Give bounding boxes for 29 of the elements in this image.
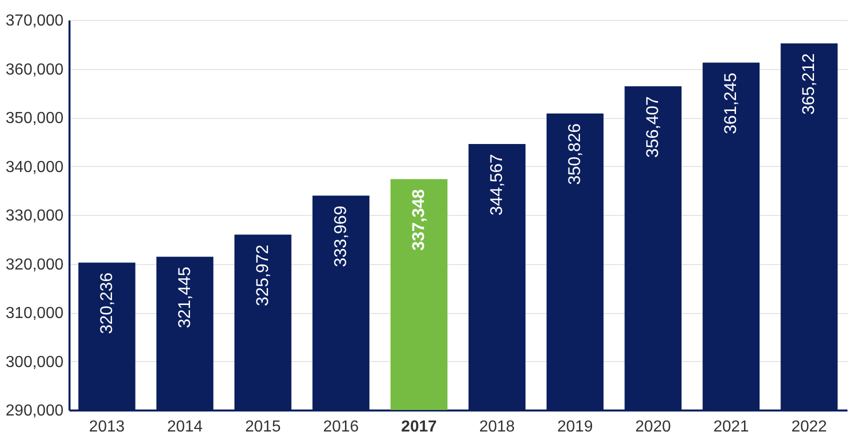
y-tick-label: 300,000 [6,354,64,371]
y-tick-label: 290,000 [6,402,64,420]
data-label: 337,348 [408,189,428,251]
x-tick-label: 2015 [245,418,281,436]
data-label: 350,826 [565,123,584,185]
x-tick-label: 2016 [323,418,359,436]
x-tick-label: 2018 [479,418,515,436]
y-tick-label: 330,000 [6,208,64,224]
x-tick-label: 2021 [713,418,750,436]
y-tick-label: 370,000 [6,12,64,30]
x-tick-label: 2020 [635,418,671,436]
x-tick-label: 2017 [401,418,437,436]
y-tick-label: 310,000 [6,305,64,322]
data-label: 361,245 [721,72,740,134]
data-label: 365,212 [799,53,818,115]
x-tick-label: 2013 [89,418,125,436]
data-label: 333,969 [330,206,350,268]
x-tick-label: 2014 [167,418,203,436]
data-label: 321,445 [174,266,194,328]
data-label: 320,236 [96,272,116,334]
data-label: 344,567 [487,154,506,216]
data-label: 356,407 [643,96,662,158]
data-label: 325,972 [252,244,272,306]
y-tick-label: 350,000 [6,110,64,127]
y-tick-label: 320,000 [6,256,64,274]
x-tick-label: 2019 [557,418,593,436]
y-tick-label: 340,000 [6,158,64,176]
x-tick-label: 2022 [791,418,828,436]
y-tick-label: 360,000 [6,61,64,78]
